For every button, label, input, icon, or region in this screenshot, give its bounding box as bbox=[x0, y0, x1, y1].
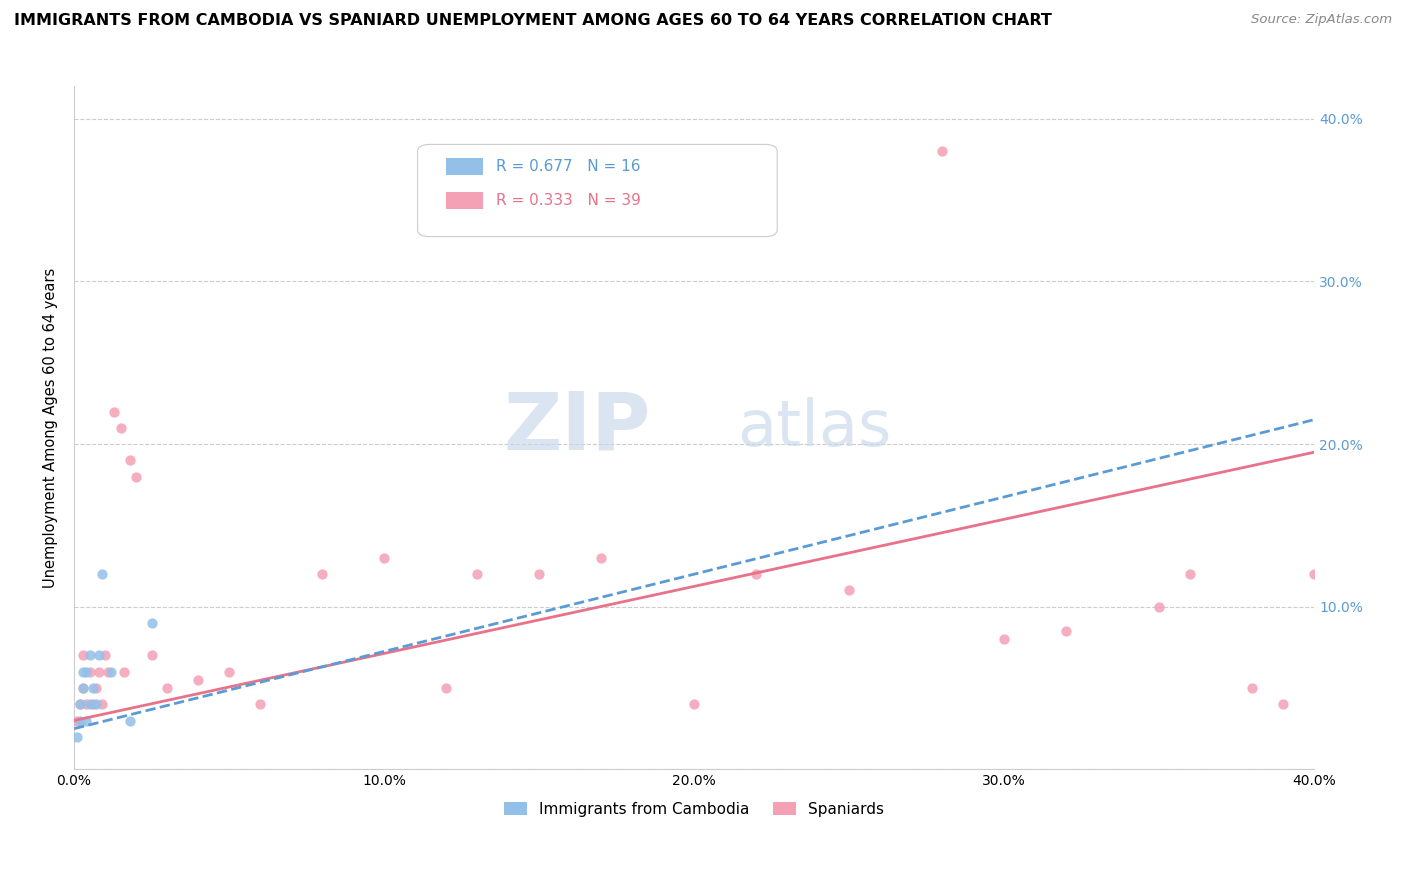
Point bbox=[1272, 698, 1295, 712]
Point bbox=[97, 665, 120, 679]
Point bbox=[110, 421, 132, 435]
Point bbox=[76, 698, 98, 712]
Point bbox=[82, 698, 104, 712]
Point bbox=[683, 698, 706, 712]
Point bbox=[84, 681, 107, 695]
Point bbox=[103, 404, 125, 418]
Text: R = 0.333   N = 39: R = 0.333 N = 39 bbox=[496, 194, 641, 208]
Point bbox=[66, 714, 89, 728]
Point bbox=[527, 567, 550, 582]
Point bbox=[118, 714, 141, 728]
Point bbox=[125, 469, 148, 483]
Point bbox=[1241, 681, 1264, 695]
Point bbox=[66, 730, 89, 744]
Point bbox=[79, 698, 101, 712]
Point bbox=[838, 583, 860, 598]
Point bbox=[91, 698, 114, 712]
Point bbox=[79, 665, 101, 679]
Text: atlas: atlas bbox=[738, 397, 891, 458]
Point bbox=[69, 698, 91, 712]
FancyBboxPatch shape bbox=[418, 145, 778, 236]
Point bbox=[141, 648, 163, 663]
Point bbox=[69, 714, 91, 728]
Point bbox=[434, 681, 457, 695]
Point bbox=[72, 681, 94, 695]
Point bbox=[591, 550, 613, 565]
Point bbox=[72, 665, 94, 679]
Point bbox=[87, 665, 110, 679]
Point bbox=[465, 567, 488, 582]
Point bbox=[79, 648, 101, 663]
Point bbox=[82, 681, 104, 695]
Point bbox=[87, 648, 110, 663]
Point bbox=[72, 648, 94, 663]
Point bbox=[1178, 567, 1201, 582]
Point bbox=[94, 648, 117, 663]
Point bbox=[72, 681, 94, 695]
Point bbox=[1147, 599, 1170, 614]
Point bbox=[931, 145, 953, 159]
FancyBboxPatch shape bbox=[446, 192, 484, 210]
Legend: Immigrants from Cambodia, Spaniards: Immigrants from Cambodia, Spaniards bbox=[498, 796, 890, 823]
Point bbox=[118, 453, 141, 467]
Text: Source: ZipAtlas.com: Source: ZipAtlas.com bbox=[1251, 13, 1392, 27]
Point bbox=[249, 698, 271, 712]
Text: R = 0.677   N = 16: R = 0.677 N = 16 bbox=[496, 159, 640, 174]
Point bbox=[373, 550, 395, 565]
Point bbox=[311, 567, 333, 582]
Point bbox=[76, 714, 98, 728]
Point bbox=[993, 632, 1015, 647]
Point bbox=[76, 665, 98, 679]
Text: ZIP: ZIP bbox=[503, 389, 651, 467]
FancyBboxPatch shape bbox=[446, 158, 484, 175]
Y-axis label: Unemployment Among Ages 60 to 64 years: Unemployment Among Ages 60 to 64 years bbox=[44, 268, 58, 588]
Point bbox=[218, 665, 240, 679]
Point bbox=[1303, 567, 1326, 582]
Point bbox=[84, 698, 107, 712]
Point bbox=[156, 681, 179, 695]
Point bbox=[100, 665, 122, 679]
Point bbox=[69, 698, 91, 712]
Point bbox=[1054, 624, 1077, 638]
Point bbox=[187, 673, 209, 687]
Text: IMMIGRANTS FROM CAMBODIA VS SPANIARD UNEMPLOYMENT AMONG AGES 60 TO 64 YEARS CORR: IMMIGRANTS FROM CAMBODIA VS SPANIARD UNE… bbox=[14, 13, 1052, 29]
Point bbox=[91, 567, 114, 582]
Point bbox=[141, 615, 163, 630]
Point bbox=[745, 567, 768, 582]
Point bbox=[112, 665, 135, 679]
